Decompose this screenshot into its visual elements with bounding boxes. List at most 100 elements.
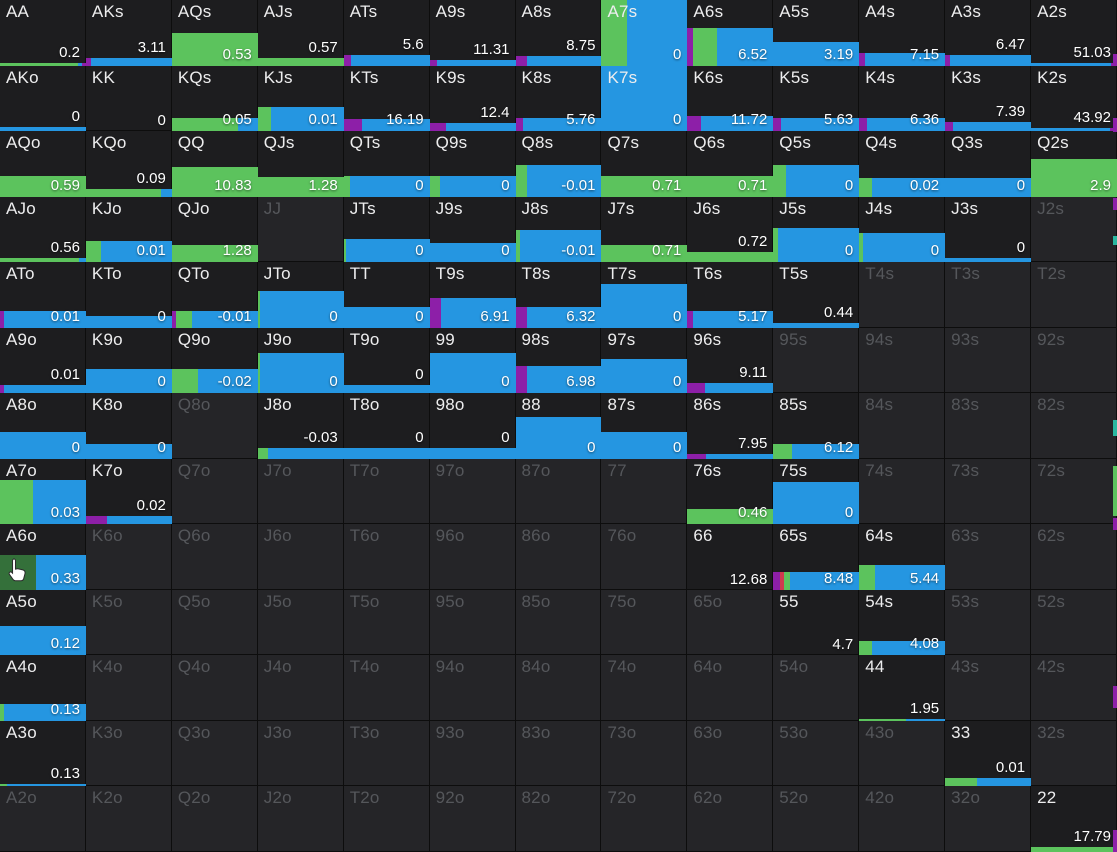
hand-cell-96o[interactable]: 96o bbox=[429, 524, 516, 590]
hand-cell-JTs[interactable]: JTs 0 bbox=[343, 196, 430, 263]
hand-cell-63s[interactable]: 63s bbox=[945, 524, 1032, 590]
hand-cell-T2o[interactable]: T2o bbox=[343, 786, 430, 852]
hand-cell-Q4o[interactable]: Q4o bbox=[171, 655, 258, 721]
hand-cell-A8o[interactable]: A8o 0 bbox=[0, 393, 86, 459]
hand-cell-T6s[interactable]: T6s 5.17 bbox=[687, 262, 774, 328]
hand-cell-86o[interactable]: 86o bbox=[515, 524, 602, 590]
hand-cell-64o[interactable]: 64o bbox=[687, 655, 774, 721]
hand-cell-KQo[interactable]: KQo 0.09 bbox=[85, 131, 172, 197]
hand-cell-95s[interactable]: 95s bbox=[773, 327, 860, 394]
hand-cell-AJs[interactable]: AJs 0.57 bbox=[257, 0, 344, 66]
hand-cell-J3s[interactable]: J3s 0 bbox=[945, 196, 1032, 263]
hand-cell-QQ[interactable]: QQ 10.83 bbox=[171, 131, 258, 197]
hand-cell-J4s[interactable]: J4s 0 bbox=[859, 196, 946, 263]
hand-cell-87s[interactable]: 87s 0 bbox=[601, 393, 688, 459]
hand-cell-K5s[interactable]: K5s 5.63 bbox=[773, 65, 860, 132]
hand-cell-Q7o[interactable]: Q7o bbox=[171, 458, 258, 525]
hand-cell-A4s[interactable]: A4s 7.15 bbox=[859, 0, 946, 66]
hand-cell-73s[interactable]: 73s bbox=[945, 458, 1032, 525]
hand-cell-KK[interactable]: KK 0 bbox=[85, 65, 172, 132]
hand-cell-32s[interactable]: 32s bbox=[1031, 720, 1117, 787]
hand-cell-T4s[interactable]: T4s bbox=[859, 262, 946, 328]
hand-cell-65o[interactable]: 65o bbox=[687, 589, 774, 656]
hand-cell-QTo[interactable]: QTo -0.01 bbox=[171, 262, 258, 328]
hand-cell-72s[interactable]: 72s bbox=[1031, 458, 1117, 525]
hand-cell-K3s[interactable]: K3s 7.39 bbox=[945, 65, 1032, 132]
hand-cell-K9s[interactable]: K9s 12.4 bbox=[429, 65, 516, 132]
hand-cell-Q6s[interactable]: Q6s 0.71 bbox=[687, 131, 774, 197]
hand-cell-84s[interactable]: 84s bbox=[859, 393, 946, 459]
hand-cell-K4s[interactable]: K4s 6.36 bbox=[859, 65, 946, 132]
hand-cell-T7s[interactable]: T7s 0 bbox=[601, 262, 688, 328]
hand-cell-76o[interactable]: 76o bbox=[601, 524, 688, 590]
hand-cell-75s[interactable]: 75s 0 bbox=[773, 458, 860, 525]
hand-cell-T8o[interactable]: T8o 0 bbox=[343, 393, 430, 459]
hand-cell-J2o[interactable]: J2o bbox=[257, 786, 344, 852]
hand-cell-K2s[interactable]: K2s 43.92 bbox=[1031, 65, 1117, 132]
hand-cell-K6s[interactable]: K6s 11.72 bbox=[687, 65, 774, 132]
hand-cell-Q3s[interactable]: Q3s 0 bbox=[945, 131, 1032, 197]
hand-cell-83o[interactable]: 83o bbox=[515, 720, 602, 787]
hand-cell-94s[interactable]: 94s bbox=[859, 327, 946, 394]
hand-cell-82s[interactable]: 82s bbox=[1031, 393, 1117, 459]
hand-cell-84o[interactable]: 84o bbox=[515, 655, 602, 721]
hand-cell-KJo[interactable]: KJo 0.01 bbox=[85, 196, 172, 263]
hand-cell-85s[interactable]: 85s 6.12 bbox=[773, 393, 860, 459]
hand-cell-K8s[interactable]: K8s 5.76 bbox=[515, 65, 602, 132]
hand-cell-Q4s[interactable]: Q4s 0.02 bbox=[859, 131, 946, 197]
hand-cell-A3s[interactable]: A3s 6.47 bbox=[945, 0, 1032, 66]
hand-cell-43o[interactable]: 43o bbox=[859, 720, 946, 787]
hand-cell-ATs[interactable]: ATs 5.6 bbox=[343, 0, 430, 66]
hand-cell-62s[interactable]: 62s bbox=[1031, 524, 1117, 590]
hand-cell-96s[interactable]: 96s 9.11 bbox=[687, 327, 774, 394]
hand-cell-Q9o[interactable]: Q9o -0.02 bbox=[171, 327, 258, 394]
hand-cell-T4o[interactable]: T4o bbox=[343, 655, 430, 721]
hand-cell-Q6o[interactable]: Q6o bbox=[171, 524, 258, 590]
hand-cell-T7o[interactable]: T7o bbox=[343, 458, 430, 525]
hand-cell-J8o[interactable]: J8o -0.03 bbox=[257, 393, 344, 459]
hand-cell-T8s[interactable]: T8s 6.32 bbox=[515, 262, 602, 328]
hand-cell-AKo[interactable]: AKo 0 bbox=[0, 65, 86, 132]
hand-cell-K2o[interactable]: K2o bbox=[85, 786, 172, 852]
hand-cell-AQo[interactable]: AQo 0.59 bbox=[0, 131, 86, 197]
hand-cell-AKs[interactable]: AKs 3.11 bbox=[85, 0, 172, 66]
hand-cell-A6o[interactable]: A6o 0.33 bbox=[0, 524, 86, 590]
hand-cell-T9s[interactable]: T9s 6.91 bbox=[429, 262, 516, 328]
hand-cell-A4o[interactable]: A4o 0.13 bbox=[0, 655, 86, 721]
hand-cell-QJs[interactable]: QJs 1.28 bbox=[257, 131, 344, 197]
hand-cell-A7o[interactable]: A7o 0.03 bbox=[0, 458, 86, 525]
hand-cell-83s[interactable]: 83s bbox=[945, 393, 1032, 459]
hand-cell-J5s[interactable]: J5s 0 bbox=[773, 196, 860, 263]
hand-cell-Q5s[interactable]: Q5s 0 bbox=[773, 131, 860, 197]
hand-cell-J8s[interactable]: J8s -0.01 bbox=[515, 196, 602, 263]
hand-cell-J3o[interactable]: J3o bbox=[257, 720, 344, 787]
hand-cell-53s[interactable]: 53s bbox=[945, 589, 1032, 656]
hand-cell-AA[interactable]: AA 0.2 bbox=[0, 0, 86, 66]
hand-cell-A5s[interactable]: A5s 3.19 bbox=[773, 0, 860, 66]
hand-cell-94o[interactable]: 94o bbox=[429, 655, 516, 721]
hand-cell-T3o[interactable]: T3o bbox=[343, 720, 430, 787]
hand-cell-82o[interactable]: 82o bbox=[515, 786, 602, 852]
hand-cell-K5o[interactable]: K5o bbox=[85, 589, 172, 656]
hand-cell-T2s[interactable]: T2s bbox=[1031, 262, 1117, 328]
hand-cell-A6s[interactable]: A6s 6.52 bbox=[687, 0, 774, 66]
hand-cell-86s[interactable]: 86s 7.95 bbox=[687, 393, 774, 459]
hand-cell-KQs[interactable]: KQs 0.05 bbox=[171, 65, 258, 132]
hand-cell-44[interactable]: 44 1.95 bbox=[859, 655, 946, 721]
hand-cell-T3s[interactable]: T3s bbox=[945, 262, 1032, 328]
hand-cell-A9s[interactable]: A9s 11.31 bbox=[429, 0, 516, 66]
hand-cell-62o[interactable]: 62o bbox=[687, 786, 774, 852]
hand-cell-22[interactable]: 22 17.79 bbox=[1031, 786, 1117, 852]
hand-cell-J7s[interactable]: J7s 0.71 bbox=[601, 196, 688, 263]
hand-cell-KTs[interactable]: KTs 16.19 bbox=[343, 65, 430, 132]
hand-cell-J9o[interactable]: J9o 0 bbox=[257, 327, 344, 394]
hand-cell-97s[interactable]: 97s 0 bbox=[601, 327, 688, 394]
hand-cell-87o[interactable]: 87o bbox=[515, 458, 602, 525]
hand-cell-JJ[interactable]: JJ bbox=[257, 196, 344, 263]
hand-cell-Q8s[interactable]: Q8s -0.01 bbox=[515, 131, 602, 197]
hand-cell-93o[interactable]: 93o bbox=[429, 720, 516, 787]
hand-cell-J7o[interactable]: J7o bbox=[257, 458, 344, 525]
hand-cell-92o[interactable]: 92o bbox=[429, 786, 516, 852]
hand-cell-J2s[interactable]: J2s bbox=[1031, 196, 1117, 263]
hand-cell-J9s[interactable]: J9s 0 bbox=[429, 196, 516, 263]
